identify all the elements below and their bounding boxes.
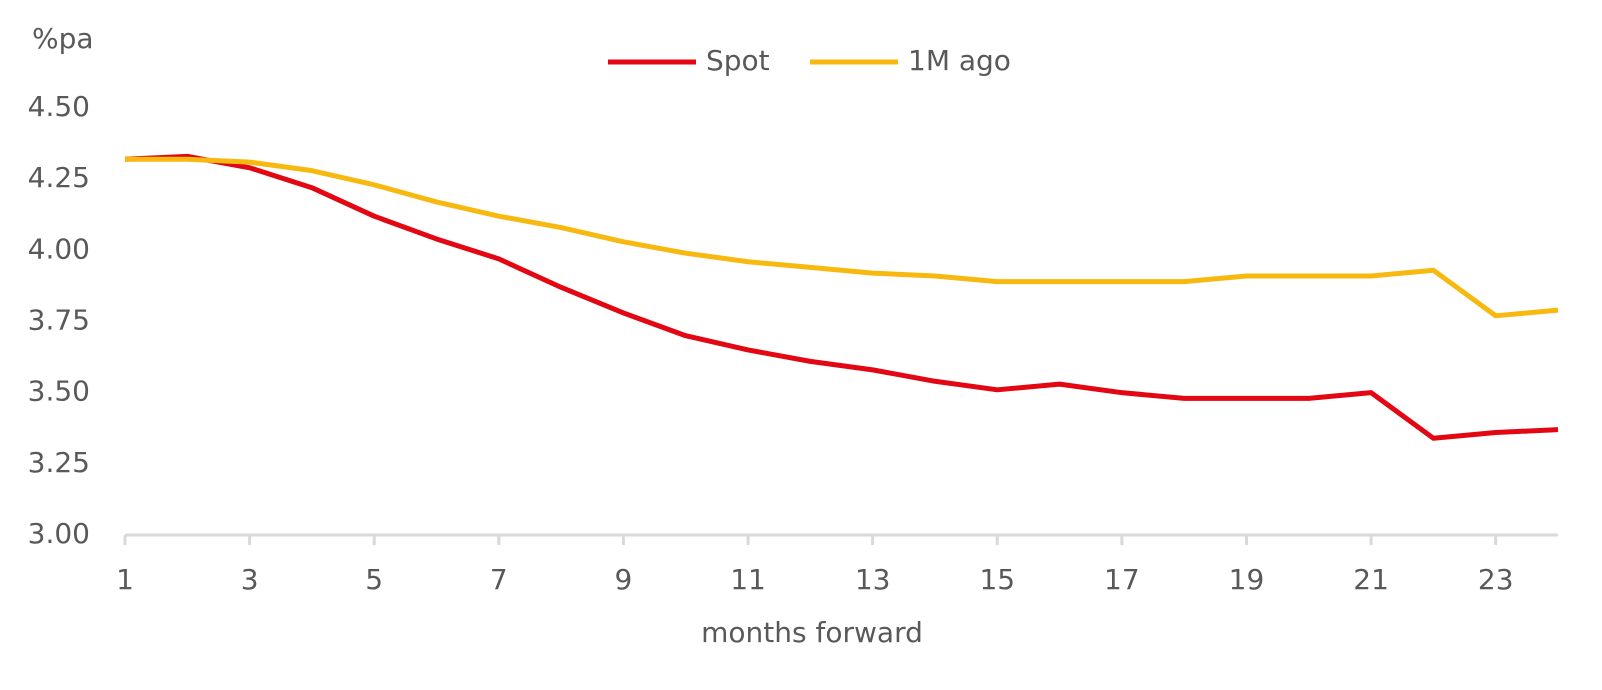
x-tick-label: 3 [241,563,259,596]
x-tick-label: 17 [1104,563,1140,596]
x-tick-label: 19 [1229,563,1265,596]
x-tick-label: 13 [855,563,891,596]
y-tick-label: 4.50 [28,90,90,123]
y-tick-label: 3.25 [28,446,90,479]
x-tick-label: 23 [1478,563,1514,596]
legend-label: 1M ago [908,44,1011,77]
x-tick-label: 1 [116,563,134,596]
x-tick-label: 5 [365,563,383,596]
y-axis-label: %pa [32,22,94,55]
legend-label: Spot [706,44,770,77]
x-axis-label: months forward [701,616,923,649]
x-tick-label: 21 [1353,563,1389,596]
x-tick-label: 11 [730,563,766,596]
x-tick-label: 15 [979,563,1015,596]
y-tick-label: 3.75 [28,304,90,337]
y-tick-label: 4.25 [28,161,90,194]
x-tick-label: 7 [490,563,508,596]
series-line [125,156,1559,319]
series-line [124,153,1559,441]
x-tick-label: 9 [615,563,633,596]
y-tick-label: 4.00 [28,232,90,265]
y-tick-label: 3.50 [28,375,90,408]
y-tick-label: 3.00 [28,517,90,550]
